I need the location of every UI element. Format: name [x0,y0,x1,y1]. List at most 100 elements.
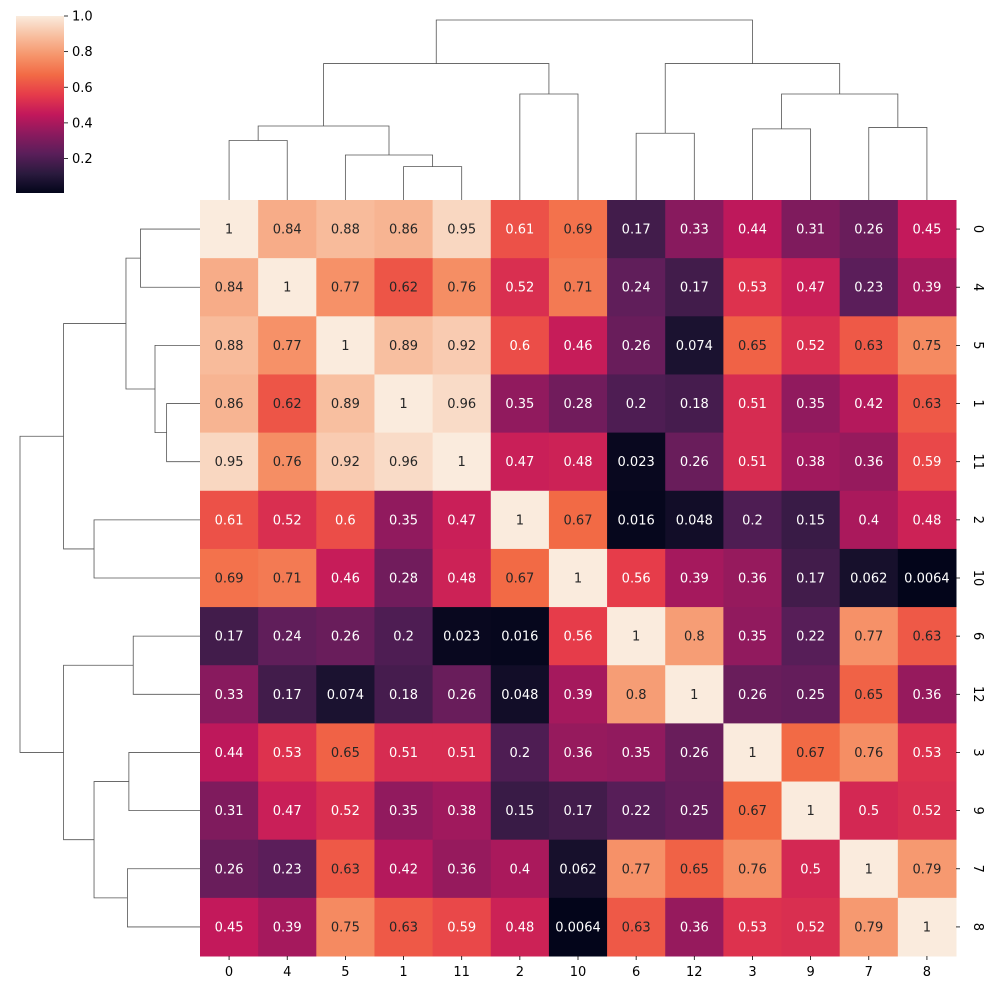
cell-value-label: 0.67 [564,513,593,528]
cell-value-label: 0.75 [331,920,360,935]
heatmap-cell [490,897,550,957]
cell-value-label: 0.71 [564,281,593,296]
cell-value-label: 0.53 [738,920,767,935]
x-tick-label: 5 [341,965,349,980]
heatmap-cell [839,723,899,783]
cell-value-label: 0.47 [505,455,534,470]
heatmap-cell [490,723,550,783]
cell-value-label: 0.35 [738,630,767,645]
heatmap-cell [781,200,841,259]
heatmap-cell [432,490,492,550]
cell-value-label: 0.84 [273,223,302,238]
cell-value-label: 1 [632,630,640,645]
cell-value-label: 0.17 [622,223,651,238]
heatmap-cell [374,316,434,375]
heatmap-cell [374,607,434,666]
cell-value-label: 0.89 [331,397,360,412]
heatmap-cell [897,258,957,317]
cell-value-label: 0.074 [327,688,364,703]
dendrogram-link [166,403,200,463]
heatmap-cell [723,374,783,434]
cell-value-label: 0.44 [738,223,767,238]
cell-value-label: 0.2 [742,513,763,528]
cell-value-label: 0.77 [331,281,360,296]
heatmap-cell [316,548,375,608]
heatmap-cell [200,374,259,434]
cell-value-label: 1 [574,572,582,587]
dendrogram-link [127,868,200,928]
dendrogram-link [257,125,390,155]
dendrogram-link [868,127,928,200]
cell-value-label: 0.76 [854,746,883,761]
heatmap-cell [607,781,666,841]
colorbar-tick-label: 1.0 [72,10,93,25]
cell-value-label: 0.44 [215,746,244,761]
colorbar-tick-label: 0.6 [72,81,93,96]
heatmap-cell [374,839,434,899]
heatmap-cell [432,665,492,724]
cell-value-label: 0.67 [796,746,825,761]
dendrogram-link [519,93,579,200]
heatmap-cell [316,665,375,724]
cell-value-label: 1 [516,513,524,528]
x-tick-label: 8 [923,965,931,980]
cell-value-label: 0.51 [738,455,767,470]
heatmap-cell [723,490,783,550]
heatmap-cell [432,316,492,375]
heatmap-cell [607,897,666,957]
cell-value-label: 0.36 [564,746,593,761]
cell-value-label: 0.65 [680,862,709,877]
cell-value-label: 0.48 [912,513,941,528]
x-tick-label: 4 [283,965,291,980]
heatmap-cell [200,316,259,375]
cell-value-label: 0.15 [505,804,534,819]
heatmap-cell [665,723,724,783]
cell-value-label: 0.36 [447,862,476,877]
heatmap-cell [548,490,608,550]
cell-value-label: 0.77 [854,630,883,645]
heatmap-cell [781,548,841,608]
cell-value-label: 0.25 [796,688,825,703]
cell-value-label: 0.15 [796,513,825,528]
heatmap-cell [432,839,492,899]
cell-value-label: 0.26 [622,339,651,354]
cell-value-label: 0.96 [389,455,418,470]
y-tick-label: 9 [970,806,985,814]
heatmap-cell [897,839,957,899]
heatmap-cell [665,432,724,492]
cell-value-label: 0.52 [796,339,825,354]
cell-value-label: 0.8 [626,688,647,703]
dendrogram-link [635,132,695,200]
heatmap-cell [548,258,608,317]
cell-value-label: 0.23 [854,281,883,296]
heatmap-cell [316,200,375,259]
cell-value-label: 1 [458,455,466,470]
heatmap-cell [839,548,899,608]
cell-value-label: 0.062 [850,572,887,587]
heatmap-cell [548,897,608,957]
heatmap-cell [723,897,783,957]
heatmap-cell [607,200,666,259]
cell-value-label: 0.24 [273,630,302,645]
cell-value-label: 0.2 [393,630,414,645]
cell-value-label: 0.36 [738,572,767,587]
cell-value-label: 0.89 [389,339,418,354]
heatmap-cell [200,723,259,783]
cell-value-label: 0.36 [912,688,941,703]
dendrogram-link [435,19,753,64]
heatmap-cell [665,200,724,259]
x-tick-label: 0 [225,965,233,980]
y-tick-label: 8 [970,923,985,931]
heatmap-cell [258,432,317,492]
heatmap-cell [490,258,550,317]
cell-value-label: 0.17 [796,572,825,587]
cell-value-label: 0.45 [912,223,941,238]
heatmap-cell [781,781,841,841]
heatmap-cell [258,839,317,899]
heatmap-cell [548,781,608,841]
cell-value-label: 1 [283,281,291,296]
heatmap-cell [258,607,317,666]
heatmap-cell [839,897,899,957]
heatmap-cell [723,607,783,666]
heatmap-cell [839,607,899,666]
